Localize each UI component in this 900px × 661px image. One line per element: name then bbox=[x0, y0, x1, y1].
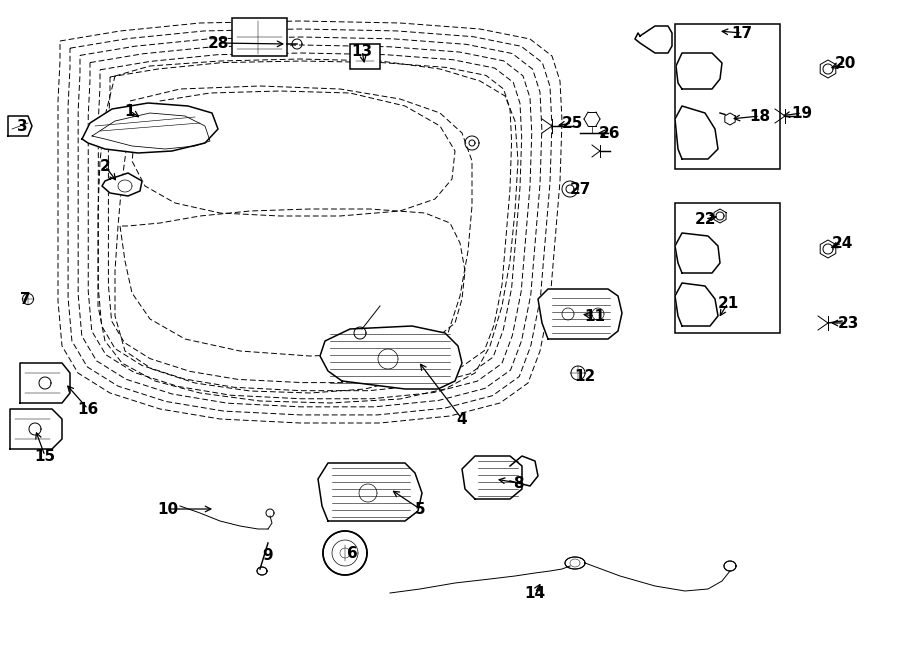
Polygon shape bbox=[10, 409, 62, 449]
Bar bbox=[675, 24, 780, 169]
Text: 23: 23 bbox=[837, 315, 859, 330]
Text: 5: 5 bbox=[415, 502, 426, 516]
Polygon shape bbox=[724, 113, 735, 125]
Text: 28: 28 bbox=[207, 36, 229, 50]
Text: 15: 15 bbox=[34, 449, 56, 463]
Text: 7: 7 bbox=[20, 292, 31, 307]
Text: 11: 11 bbox=[584, 309, 606, 323]
Polygon shape bbox=[676, 53, 722, 89]
Text: 6: 6 bbox=[346, 545, 357, 561]
Polygon shape bbox=[323, 531, 367, 575]
Polygon shape bbox=[318, 463, 422, 521]
Text: 18: 18 bbox=[750, 108, 770, 124]
Polygon shape bbox=[538, 289, 622, 339]
Text: 8: 8 bbox=[513, 475, 523, 490]
Text: 21: 21 bbox=[717, 295, 739, 311]
Text: 16: 16 bbox=[77, 401, 99, 416]
Polygon shape bbox=[714, 209, 726, 223]
Text: 12: 12 bbox=[574, 368, 596, 383]
Polygon shape bbox=[320, 326, 462, 389]
Text: 9: 9 bbox=[263, 549, 274, 563]
Text: 17: 17 bbox=[732, 26, 752, 40]
Text: 24: 24 bbox=[832, 235, 852, 251]
Text: 1: 1 bbox=[125, 104, 135, 118]
Polygon shape bbox=[675, 233, 720, 273]
Polygon shape bbox=[82, 103, 218, 153]
Text: 14: 14 bbox=[525, 586, 545, 600]
Bar bbox=[232, 18, 287, 56]
Polygon shape bbox=[724, 561, 736, 571]
Text: 2: 2 bbox=[100, 159, 111, 173]
Polygon shape bbox=[8, 116, 32, 136]
Text: 27: 27 bbox=[570, 182, 590, 196]
Text: 19: 19 bbox=[791, 106, 813, 120]
Polygon shape bbox=[675, 283, 718, 326]
Bar bbox=[350, 44, 380, 69]
Polygon shape bbox=[510, 456, 538, 486]
Polygon shape bbox=[635, 26, 672, 53]
Polygon shape bbox=[675, 106, 718, 159]
Polygon shape bbox=[820, 240, 836, 258]
Polygon shape bbox=[820, 60, 836, 78]
Polygon shape bbox=[20, 363, 70, 403]
Text: 10: 10 bbox=[158, 502, 178, 516]
Text: 22: 22 bbox=[694, 212, 716, 227]
Text: 13: 13 bbox=[351, 44, 373, 59]
Polygon shape bbox=[257, 567, 267, 575]
Text: 26: 26 bbox=[599, 126, 621, 141]
Bar bbox=[675, 203, 780, 333]
Text: 20: 20 bbox=[834, 56, 856, 71]
Polygon shape bbox=[102, 173, 142, 196]
Text: 4: 4 bbox=[456, 412, 467, 426]
Polygon shape bbox=[462, 456, 522, 499]
Text: 3: 3 bbox=[17, 118, 27, 134]
Polygon shape bbox=[565, 557, 585, 569]
Text: 25: 25 bbox=[562, 116, 582, 130]
